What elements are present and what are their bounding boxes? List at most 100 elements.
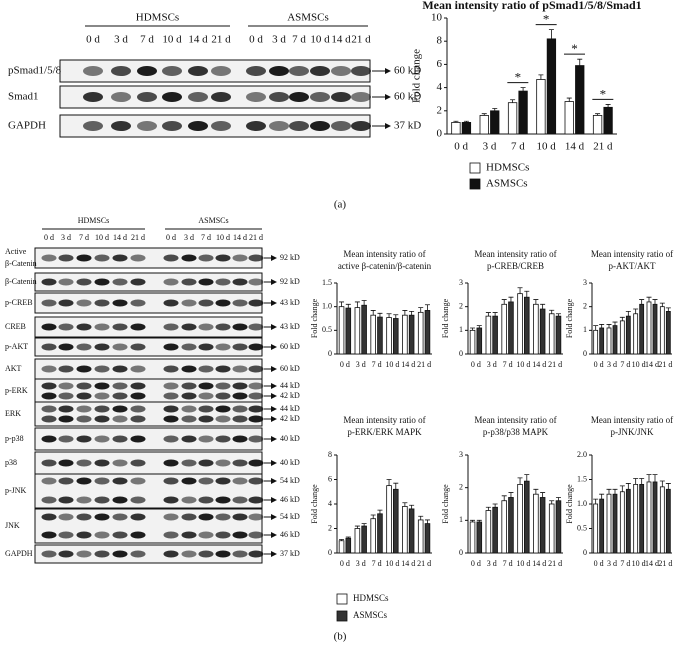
error-bar bbox=[476, 519, 482, 522]
blot-band bbox=[211, 121, 231, 131]
error-bar bbox=[612, 488, 618, 495]
legend-label: HDMSCs bbox=[353, 593, 389, 603]
blot-band bbox=[41, 254, 57, 262]
bar bbox=[646, 301, 652, 355]
blot-band bbox=[215, 477, 231, 485]
bar bbox=[408, 314, 415, 355]
blot-band bbox=[198, 550, 214, 558]
chart-title: Mean intensity ratio of bbox=[591, 415, 673, 425]
error-bar bbox=[393, 482, 399, 490]
x-tick-label: 14 d bbox=[532, 559, 546, 568]
blot-band bbox=[94, 405, 110, 413]
blot-band bbox=[248, 254, 264, 262]
x-tick-label: 0 d bbox=[594, 360, 604, 369]
blot-band bbox=[289, 121, 309, 131]
lane-label: 7 d bbox=[140, 34, 154, 46]
blot-band bbox=[232, 278, 248, 286]
error-bar bbox=[492, 108, 498, 111]
x-tick-label: 21 d bbox=[548, 559, 562, 568]
size-label: 37 kD bbox=[394, 120, 421, 132]
x-tick-label: 0 d bbox=[454, 141, 468, 153]
blot-band bbox=[76, 531, 92, 539]
lane-label: 7 d bbox=[79, 233, 89, 242]
blot-band bbox=[215, 496, 231, 504]
y-tick-label: 0 bbox=[459, 349, 463, 358]
blot-band bbox=[215, 254, 231, 262]
row-label: CREB bbox=[5, 322, 26, 331]
blot-band bbox=[58, 459, 74, 467]
blot-band bbox=[112, 496, 128, 504]
significance-label: * bbox=[543, 12, 550, 27]
error-bar bbox=[524, 474, 530, 482]
row-label: Active bbox=[5, 247, 27, 256]
blot-band bbox=[215, 513, 231, 521]
error-bar bbox=[652, 299, 658, 305]
bar bbox=[361, 525, 367, 554]
blot-band bbox=[76, 299, 92, 307]
bar bbox=[424, 523, 431, 554]
bar bbox=[639, 303, 645, 355]
blot-band bbox=[232, 254, 248, 262]
size-label: 42 kD bbox=[280, 391, 300, 400]
blot-band bbox=[215, 323, 231, 331]
blot-band bbox=[331, 66, 351, 76]
blot-band bbox=[112, 477, 128, 485]
blot-band bbox=[232, 365, 248, 373]
blot-band bbox=[248, 343, 264, 351]
blot-band bbox=[215, 459, 231, 467]
x-tick-label: 21 d bbox=[658, 559, 672, 568]
row-label: β-Catenin bbox=[5, 277, 37, 286]
blot-band bbox=[111, 121, 131, 131]
blot-band bbox=[248, 477, 264, 485]
blot-band bbox=[94, 392, 110, 400]
blot-band bbox=[248, 513, 264, 521]
x-tick-label: 21 d bbox=[658, 360, 672, 369]
blot-band bbox=[248, 365, 264, 373]
bar bbox=[393, 318, 399, 355]
legend-swatch bbox=[336, 610, 348, 622]
blot-band bbox=[83, 92, 103, 102]
blot-band bbox=[112, 415, 128, 423]
y-tick-label: 3 bbox=[459, 450, 463, 459]
y-axis-label: Fold change bbox=[310, 484, 319, 524]
size-label: 92 kD bbox=[280, 253, 300, 262]
blot-band bbox=[94, 365, 110, 373]
blot-band bbox=[232, 496, 248, 504]
error-bar bbox=[659, 480, 665, 487]
bar bbox=[492, 506, 498, 554]
blot-band bbox=[215, 299, 231, 307]
row-label: AKT bbox=[5, 364, 22, 373]
lane-label: 14 d bbox=[188, 34, 208, 46]
error-bar bbox=[549, 500, 555, 504]
blot-band bbox=[215, 550, 231, 558]
bar bbox=[338, 306, 345, 355]
blot-band bbox=[94, 513, 110, 521]
y-tick-label: 10 bbox=[431, 12, 443, 24]
bar bbox=[507, 102, 518, 135]
bar bbox=[652, 481, 658, 554]
blot-band bbox=[163, 392, 179, 400]
blot-band bbox=[232, 405, 248, 413]
blot-band bbox=[163, 435, 179, 443]
blot-band bbox=[163, 299, 179, 307]
bar bbox=[408, 508, 415, 554]
blot-band bbox=[331, 121, 351, 131]
y-tick-label: 4 bbox=[328, 499, 332, 508]
blot-band bbox=[215, 392, 231, 400]
blot-band bbox=[58, 513, 74, 521]
blot-band bbox=[130, 531, 146, 539]
error-bar bbox=[510, 99, 516, 103]
error-bar bbox=[540, 492, 546, 498]
blot-band bbox=[94, 415, 110, 423]
blot-band bbox=[215, 405, 231, 413]
bar bbox=[508, 497, 514, 554]
size-label: 54 kD bbox=[280, 476, 300, 485]
blot-band bbox=[94, 299, 110, 307]
blot-band bbox=[58, 343, 74, 351]
bar bbox=[508, 301, 514, 355]
y-tick-label: 0.5 bbox=[322, 325, 332, 334]
blot-band bbox=[289, 92, 309, 102]
bar bbox=[625, 315, 631, 355]
blot-band bbox=[198, 496, 214, 504]
blot-band bbox=[188, 66, 208, 76]
